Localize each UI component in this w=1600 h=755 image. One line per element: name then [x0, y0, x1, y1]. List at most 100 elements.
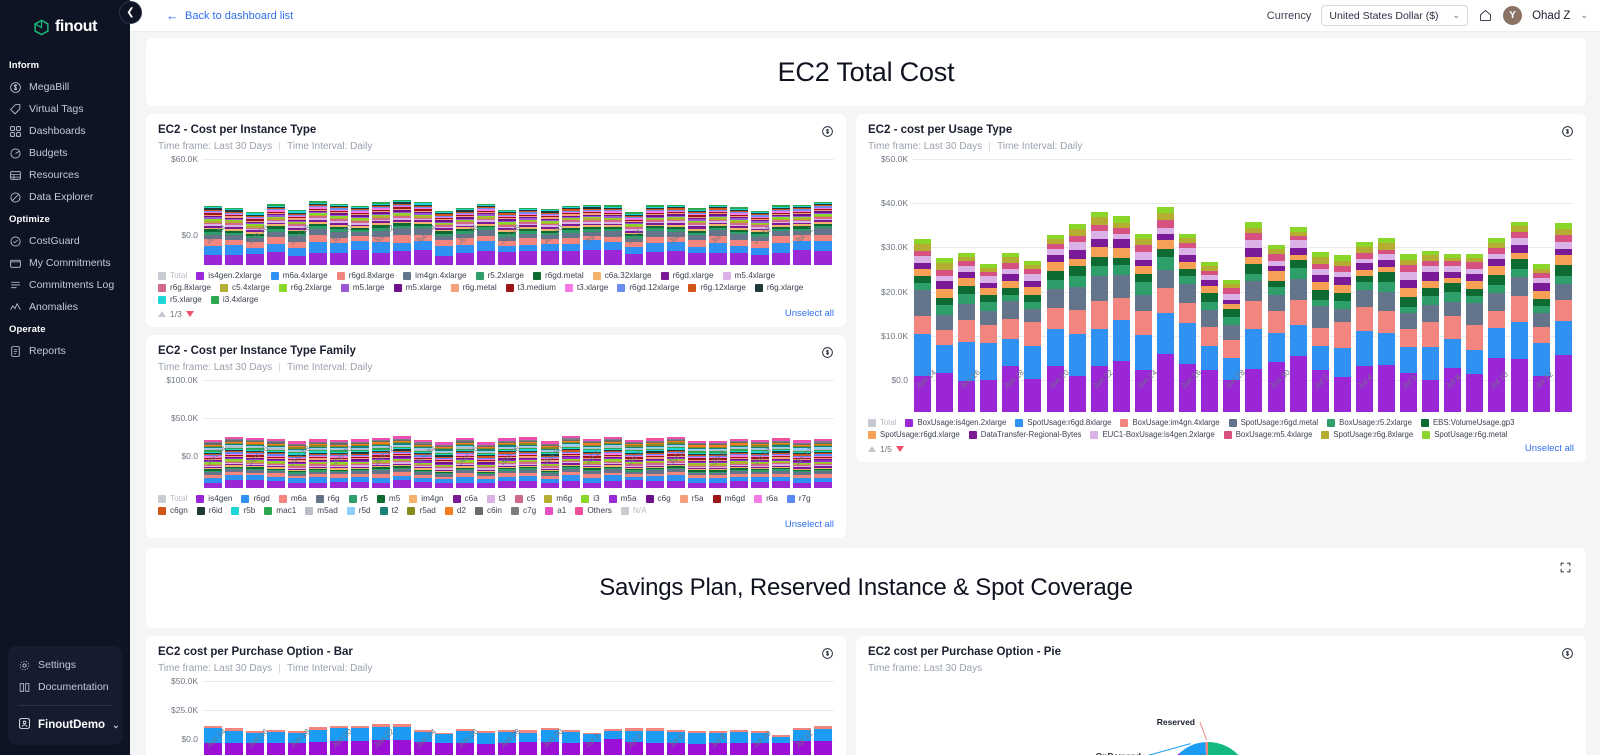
- legend-item[interactable]: r6id: [196, 506, 222, 515]
- legend-item[interactable]: BoxUsage:is4gen.2xlarge: [905, 418, 1006, 427]
- bar[interactable]: [1311, 252, 1329, 412]
- legend-item[interactable]: r6g.2xlarge: [278, 283, 332, 292]
- avatar[interactable]: Y: [1503, 6, 1523, 25]
- bar[interactable]: [645, 728, 664, 755]
- bar[interactable]: [1289, 227, 1307, 412]
- sidebar-item-my-commitments[interactable]: My Commitments: [0, 252, 130, 274]
- unselect-all-button[interactable]: Unselect all: [784, 519, 834, 530]
- legend-item[interactable]: SpotUsage:r6gd.8xlarge: [1015, 418, 1111, 427]
- bar[interactable]: [1400, 254, 1418, 412]
- currency-coin-icon[interactable]: [1561, 647, 1574, 665]
- sidebar-item-documentation[interactable]: Documentation: [8, 676, 122, 698]
- legend-item[interactable]: Total: [158, 271, 187, 280]
- pie-slice[interactable]: [1203, 742, 1250, 755]
- bar[interactable]: [1510, 221, 1528, 412]
- bar[interactable]: [435, 210, 454, 265]
- legend-item[interactable]: r6g.12xlarge: [688, 283, 746, 292]
- legend-item[interactable]: r5: [348, 494, 368, 503]
- bar[interactable]: [687, 440, 706, 488]
- legend-pager[interactable]: 1/5: [868, 444, 904, 454]
- legend-item[interactable]: c5: [514, 494, 535, 503]
- legend-item[interactable]: m5.4xlarge: [722, 271, 775, 280]
- bar[interactable]: [351, 726, 370, 755]
- bar[interactable]: [666, 729, 685, 755]
- bar[interactable]: [372, 723, 391, 755]
- bar[interactable]: [1267, 245, 1285, 412]
- bar[interactable]: [204, 725, 222, 755]
- bar[interactable]: [372, 202, 391, 265]
- bar[interactable]: [1554, 223, 1572, 412]
- legend-item[interactable]: DataTransfer-Regional-Bytes: [968, 430, 1081, 439]
- bar[interactable]: [540, 441, 559, 488]
- currency-coin-icon[interactable]: [1561, 125, 1574, 143]
- bar[interactable]: [351, 205, 370, 265]
- bar[interactable]: [519, 437, 538, 488]
- bar[interactable]: [393, 723, 412, 755]
- unselect-all-button[interactable]: Unselect all: [784, 308, 834, 319]
- bar[interactable]: [750, 210, 769, 265]
- sidebar-item-virtual-tags[interactable]: Virtual Tags: [0, 98, 130, 120]
- bar[interactable]: [771, 438, 790, 488]
- legend-item[interactable]: N/A: [620, 506, 647, 515]
- bar[interactable]: [729, 729, 748, 755]
- bar[interactable]: [1201, 262, 1219, 412]
- legend-item[interactable]: m5.xlarge: [393, 283, 442, 292]
- bar[interactable]: [1422, 251, 1440, 412]
- bar[interactable]: [1024, 261, 1042, 412]
- bar[interactable]: [561, 729, 580, 755]
- bar[interactable]: [498, 729, 517, 755]
- legend-item[interactable]: BoxUsage:m5.4xlarge: [1223, 430, 1312, 439]
- bar[interactable]: [914, 239, 931, 412]
- bar[interactable]: [1488, 237, 1506, 412]
- bar[interactable]: [498, 209, 517, 265]
- back-to-dashboard-list-link[interactable]: ← Back to dashboard list: [166, 9, 293, 22]
- bar[interactable]: [1333, 254, 1351, 412]
- legend-item[interactable]: i3: [581, 494, 600, 503]
- bar[interactable]: [330, 203, 349, 265]
- legend-item[interactable]: r6gd.8xlarge: [336, 271, 394, 280]
- legend-item[interactable]: EBS:VolumeUsage.gp3: [1420, 418, 1514, 427]
- bar[interactable]: [771, 734, 790, 755]
- pager-up-icon[interactable]: [868, 445, 876, 452]
- legend-item[interactable]: im4gn.4xlarge: [403, 271, 467, 280]
- bar[interactable]: [936, 258, 954, 412]
- bar[interactable]: [708, 440, 727, 488]
- bar[interactable]: [582, 205, 601, 265]
- bar[interactable]: [1223, 279, 1241, 412]
- legend-item[interactable]: SpotUsage:r6gd.metal: [1228, 418, 1318, 427]
- bar[interactable]: [708, 204, 727, 265]
- legend-item[interactable]: is4gen: [196, 494, 232, 503]
- bar[interactable]: [414, 439, 433, 488]
- bar[interactable]: [519, 730, 538, 755]
- bar[interactable]: [645, 205, 664, 265]
- sidebar-item-reports[interactable]: Reports: [0, 340, 130, 362]
- bar[interactable]: [1355, 242, 1373, 412]
- bar[interactable]: [1090, 211, 1108, 412]
- bar[interactable]: [1377, 237, 1395, 412]
- sidebar-item-settings[interactable]: Settings: [8, 654, 122, 676]
- legend-item[interactable]: is4gen.2xlarge: [196, 271, 262, 280]
- currency-coin-icon[interactable]: [821, 647, 834, 665]
- bar[interactable]: [414, 202, 433, 265]
- bar[interactable]: [813, 201, 832, 265]
- bar[interactable]: [393, 200, 412, 265]
- bar[interactable]: [309, 439, 328, 488]
- legend-item[interactable]: BoxUsage:im4gn.4xlarge: [1120, 418, 1220, 427]
- bar[interactable]: [958, 253, 976, 412]
- pager-down-icon[interactable]: [185, 310, 194, 317]
- legend-item[interactable]: r6gd.metal: [533, 271, 584, 280]
- bar[interactable]: [456, 207, 475, 265]
- bar[interactable]: [603, 729, 622, 755]
- bar[interactable]: [225, 207, 244, 265]
- legend-item[interactable]: r6g.8xlarge: [158, 283, 211, 292]
- legend-item[interactable]: r6gd.12xlarge: [617, 283, 679, 292]
- bar[interactable]: [435, 442, 454, 488]
- sidebar-collapse-button[interactable]: ❮: [119, 1, 142, 24]
- bar[interactable]: [792, 727, 811, 755]
- bar[interactable]: [309, 727, 328, 755]
- legend-item[interactable]: i3.4xlarge: [210, 295, 258, 304]
- legend-item[interactable]: c7g: [511, 506, 536, 515]
- bar[interactable]: [435, 732, 454, 755]
- legend-item[interactable]: r6g: [315, 494, 340, 503]
- bar[interactable]: [561, 205, 580, 265]
